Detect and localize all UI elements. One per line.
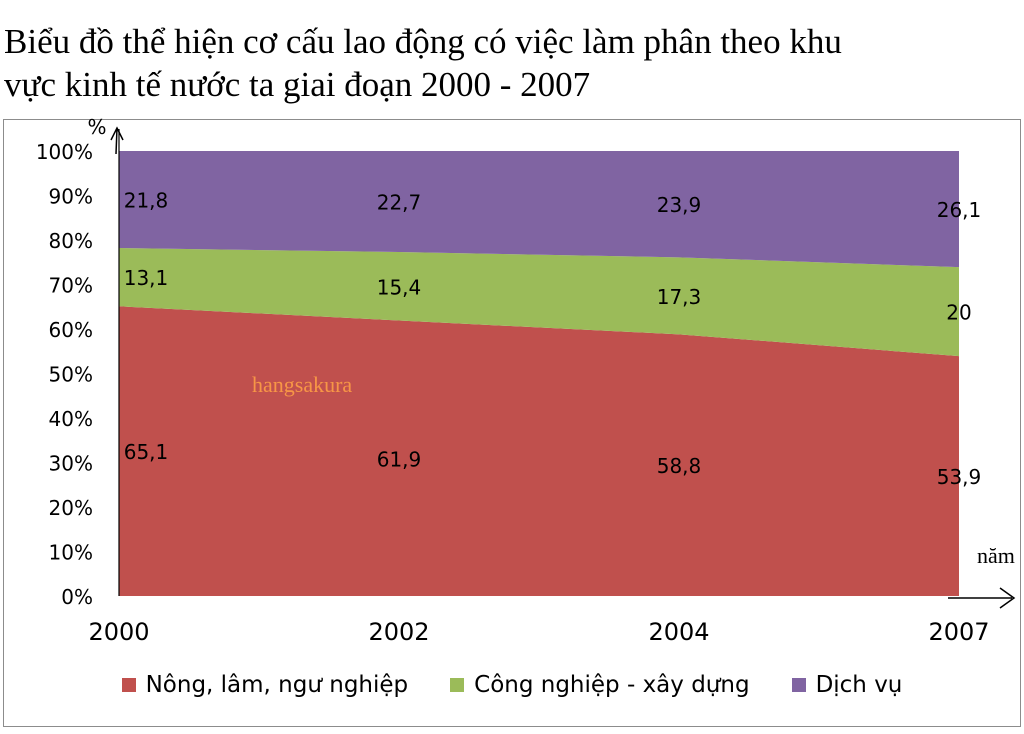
x-axis-arrow — [948, 587, 1016, 609]
chart-title: Biểu đồ thể hiện cơ cấu lao động có việc… — [4, 20, 1014, 106]
legend-label-industry: Công nghiệp - xây dựng — [474, 672, 750, 698]
data-label-agriculture: 53,9 — [937, 465, 982, 489]
y-tick-label: 30% — [49, 452, 93, 476]
legend-swatch-agriculture — [121, 678, 136, 692]
x-tick-label: 2000 — [88, 618, 149, 646]
data-label-industry: 15,4 — [377, 275, 422, 299]
data-label-services: 22,7 — [377, 191, 422, 215]
legend-item-services: Dịch vụ — [791, 672, 903, 698]
data-label-agriculture: 61,9 — [377, 447, 422, 471]
legend-swatch-services — [791, 678, 806, 692]
legend-swatch-industry — [450, 678, 465, 692]
y-tick-label: 70% — [49, 274, 93, 298]
chart-legend: Nông, lâm, ngư nghiệp Công nghiệp - xây … — [0, 672, 1024, 698]
x-tick-label: 2007 — [928, 618, 989, 646]
data-label-industry: 20 — [946, 301, 971, 325]
y-tick-label: 50% — [49, 363, 93, 387]
legend-label-services: Dịch vụ — [815, 672, 903, 698]
data-label-industry: 13,1 — [124, 266, 169, 290]
y-tick-label: 60% — [49, 318, 93, 342]
y-tick-label: 0% — [61, 585, 93, 609]
y-axis-title: % — [87, 115, 106, 139]
data-label-services: 23,9 — [657, 193, 702, 217]
y-tick-label: 20% — [49, 496, 93, 520]
y-tick-label: 80% — [49, 229, 93, 253]
legend-item-agriculture: Nông, lâm, ngư nghiệp — [121, 672, 409, 698]
chart-frame — [3, 119, 1021, 727]
data-label-services: 26,1 — [937, 198, 982, 222]
data-label-industry: 17,3 — [657, 285, 702, 309]
x-tick-label: 2004 — [648, 618, 709, 646]
chart-title-line-2: vực kinh tế nước ta giai đoạn 2000 - 200… — [4, 65, 591, 104]
x-axis-title: năm — [977, 543, 1015, 568]
y-tick-label: 40% — [49, 407, 93, 431]
y-tick-label: 10% — [49, 541, 93, 565]
data-label-agriculture: 58,8 — [657, 454, 702, 478]
watermark-text: hangsakura — [252, 372, 352, 397]
y-tick-label: 90% — [49, 185, 93, 209]
data-label-services: 21,8 — [124, 189, 169, 213]
area-series-services — [119, 151, 959, 268]
legend-item-industry: Công nghiệp - xây dựng — [450, 672, 750, 698]
y-axis-arrow — [110, 126, 124, 155]
y-tick-label: 100% — [36, 140, 93, 164]
legend-label-agriculture: Nông, lâm, ngư nghiệp — [145, 672, 409, 698]
chart-title-line-1: Biểu đồ thể hiện cơ cấu lao động có việc… — [4, 22, 842, 61]
data-label-agriculture: 65,1 — [124, 440, 169, 464]
area-series-industry — [119, 248, 959, 357]
area-series-agriculture — [119, 306, 959, 596]
x-tick-label: 2002 — [368, 618, 429, 646]
